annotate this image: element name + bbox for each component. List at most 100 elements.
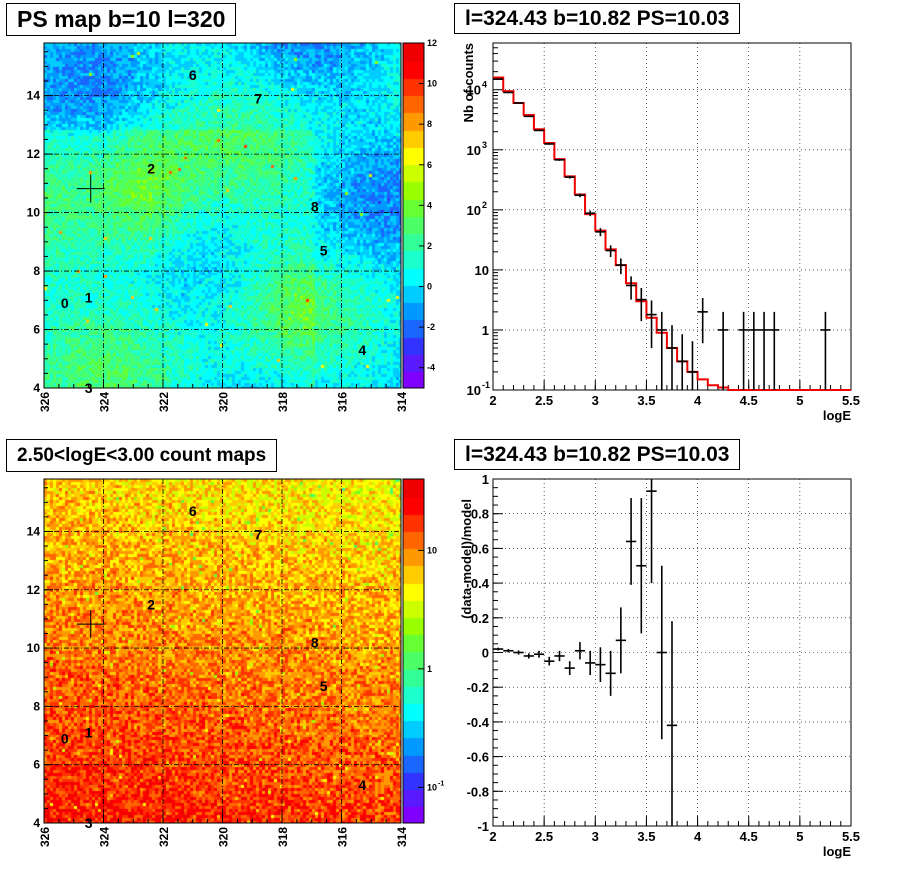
y-tick-label: -0.4 [467, 715, 490, 730]
source-label: 1 [85, 289, 93, 305]
ps-map-title: PS map b=10 l=320 [6, 3, 237, 36]
colorbar-tick-label: 6 [427, 160, 432, 170]
y-tick-label: 10 [475, 263, 489, 278]
colorbar-tick-label: 10 [427, 79, 437, 89]
y-tick-label: 10 [467, 143, 481, 158]
x-tick-label: 5.5 [842, 393, 860, 408]
source-label: 2 [147, 161, 155, 177]
source-label: 2 [147, 596, 155, 612]
y-axis-label: (data-model)/model [459, 499, 474, 619]
y-tick-label: -1 [477, 819, 489, 834]
source-label: 0 [61, 295, 69, 311]
colorbar-tick-label: 1 [427, 664, 432, 674]
x-tick-label: 318 [276, 827, 290, 847]
source-label: 0 [61, 730, 69, 746]
colorbar-frame [402, 42, 425, 389]
y-tick-label: 0 [482, 646, 489, 661]
x-axis-label: logE [823, 844, 851, 859]
x-tick-label: 314 [395, 827, 409, 847]
y-tick-exp: 2 [482, 200, 487, 210]
x-tick-label: 3 [592, 393, 599, 408]
x-tick-label: 3.5 [637, 393, 655, 408]
y-tick-exp: 4 [482, 80, 487, 90]
y-tick-label: 14 [27, 524, 41, 538]
spectrum-panel: 2 2.5 3 3.5 4 4.5 5 5.5 10 4 10 3 10 2 10 1 10 -1 logE Nb o… [449, 0, 898, 436]
y-tick-label: 10 [27, 641, 41, 655]
source-label: 8 [311, 634, 319, 650]
y-tick-label: 0.2 [471, 611, 489, 626]
y-tick-label: 8 [33, 699, 40, 713]
y-tick-label: 1 [482, 472, 489, 487]
y-tick-label: 10 [467, 383, 481, 398]
colorbar-tick-label: -4 [427, 363, 435, 373]
y-tick-label: 6 [33, 323, 40, 337]
y-tick-label: 10 [467, 83, 481, 98]
source-label: 7 [254, 526, 262, 542]
x-tick-label: 324 [98, 827, 112, 847]
x-tick-label: 324 [98, 392, 112, 412]
colorbar-tick-label: 10 [427, 782, 437, 792]
y-axis-label: Nb of counts [461, 43, 476, 122]
x-tick-label: 2.5 [535, 393, 553, 408]
x-axis-label: logE [823, 408, 851, 423]
x-tick-label: 4.5 [740, 393, 758, 408]
source-label: 8 [311, 199, 319, 215]
x-tick-label: 314 [395, 392, 409, 412]
y-tick-label: 4 [33, 816, 40, 830]
source-label: 5 [320, 243, 328, 259]
x-tick-label: 326 [38, 392, 52, 412]
y-tick-label: 6 [33, 758, 40, 772]
y-tick-label: 12 [27, 147, 41, 161]
x-tick-label: 320 [217, 392, 231, 412]
x-tick-label: 2.5 [535, 829, 553, 844]
source-label: 6 [189, 503, 197, 519]
y-tick-label: -0.6 [467, 750, 489, 765]
source-label: 5 [320, 678, 328, 694]
y-tick-label: 1 [482, 323, 489, 338]
colorbar-tick-label: -2 [427, 322, 435, 332]
x-tick-label: 316 [336, 827, 350, 847]
source-label: 3 [85, 380, 93, 396]
y-tick-label: 4 [33, 381, 40, 395]
spectrum-title: l=324.43 b=10.82 PS=10.03 [454, 3, 741, 34]
count-map-colorbar [403, 479, 424, 823]
model-histogram [493, 76, 851, 391]
x-tick-label: 320 [217, 827, 231, 847]
y-tick-label: -0.2 [467, 680, 489, 695]
x-tick-label: 2 [489, 393, 496, 408]
y-tick-label: 12 [27, 583, 41, 597]
y-tick-exp: -1 [482, 380, 490, 390]
ps-map-panel: 326 324 322 320 318 316 314 4 6 8 10 12 14 12 10 8 6 4 2 0-… [0, 0, 449, 436]
x-tick-label: 4.5 [740, 829, 758, 844]
x-tick-label: 4 [694, 393, 702, 408]
x-tick-label: 4 [694, 829, 702, 844]
x-tick-label: 322 [157, 392, 171, 412]
residual-title: l=324.43 b=10.82 PS=10.03 [454, 439, 741, 470]
colorbar-tick-label: 4 [427, 200, 432, 210]
colorbar-tick-label: 0 [427, 282, 432, 292]
source-label: 4 [358, 342, 366, 358]
x-tick-label: 5 [796, 393, 803, 408]
y-tick-label: 10 [27, 206, 41, 220]
ps-map-overlay: 326 324 322 320 318 316 314468101214121086420-… [27, 38, 437, 412]
colorbar-tick-label: 2 [427, 241, 432, 251]
x-tick-label: 318 [276, 392, 290, 412]
colorbar-tick-label: 10 [427, 545, 437, 555]
residual-panel: 2 2.5 3 3.5 4 4.5 5 5.5 1 0.8 0.6 0.4 0.2 0 -0.2 -0.4 -0… [449, 436, 898, 871]
x-tick-label: 326 [38, 827, 52, 847]
source-label: 1 [85, 725, 93, 741]
source-label: 3 [85, 815, 93, 831]
colorbar-tick-label: 8 [427, 119, 432, 129]
y-tick-label: 0.4 [471, 576, 490, 591]
x-tick-label: 5.5 [842, 829, 860, 844]
y-tick-label: 0.6 [471, 541, 489, 556]
x-tick-label: 316 [336, 392, 350, 412]
y-tick-label: -0.8 [467, 784, 489, 799]
colorbar-tick-label: 12 [427, 38, 437, 48]
ps-map-colorbar [403, 43, 424, 388]
x-tick-label: 2 [489, 829, 496, 844]
count-map-panel: 326 324 322 320 318 316 314 4 6 8 10 12 14 10 1 10 -1 0 1 2… [0, 436, 449, 871]
x-tick-label: 3 [592, 829, 599, 844]
colorbar-tick-exp: -1 [438, 780, 444, 787]
